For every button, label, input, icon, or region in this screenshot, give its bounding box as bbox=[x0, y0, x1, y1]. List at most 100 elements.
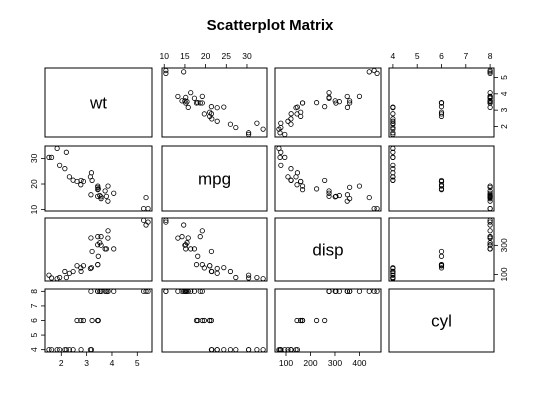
data-point-disp-vs-wt-6 bbox=[98, 234, 104, 240]
data-point-mpg-vs-wt-7 bbox=[88, 170, 95, 176]
right-tick-wt-3-label: 3 bbox=[499, 108, 509, 113]
tick-cyl-5-label: 5 bbox=[415, 51, 420, 61]
data-point-wt-vs-mpg-9 bbox=[199, 100, 205, 106]
data-point-cyl-vs-mpg-7 bbox=[221, 347, 227, 353]
left-tick-mpg-20-label: 20 bbox=[29, 179, 39, 189]
data-point-wt-vs-disp-28 bbox=[344, 104, 351, 110]
data-point-disp-vs-mpg-16 bbox=[181, 222, 187, 228]
data-point-mpg-vs-wt-9 bbox=[95, 183, 101, 189]
panel-frame bbox=[44, 67, 153, 138]
data-point-mpg-vs-wt-8 bbox=[87, 174, 94, 180]
data-point-mpg-vs-cyl-27 bbox=[390, 154, 396, 160]
data-point-mpg-vs-disp-11 bbox=[326, 190, 332, 196]
tick-wt-4-label: 4 bbox=[110, 358, 115, 368]
panel-disp-wt bbox=[44, 217, 153, 282]
data-point-mpg-vs-disp-13 bbox=[326, 193, 332, 199]
data-point-cyl-vs-mpg-15 bbox=[163, 288, 169, 294]
data-point-wt-vs-disp-14 bbox=[374, 70, 380, 77]
data-point-wt-vs-disp-15 bbox=[371, 67, 377, 74]
left-tick-cyl-5-label: 5 bbox=[29, 332, 39, 337]
data-point-mpg-vs-disp-8 bbox=[293, 174, 299, 180]
left-tick-cyl-6-label: 6 bbox=[29, 318, 39, 323]
tick-mpg-20-label: 20 bbox=[201, 51, 211, 61]
data-point-mpg-vs-wt-28 bbox=[88, 192, 94, 198]
data-point-wt-vs-disp-26 bbox=[288, 121, 294, 127]
data-point-cyl-vs-disp-19 bbox=[276, 347, 282, 353]
data-point-disp-vs-mpg-4 bbox=[197, 234, 203, 240]
data-point-disp-vs-cyl-30 bbox=[487, 242, 493, 248]
panel-mpg-disp bbox=[274, 145, 382, 212]
data-point-mpg-vs-disp-27 bbox=[282, 154, 288, 160]
panel-frame bbox=[161, 67, 268, 138]
right-axis-disp: 100 300 bbox=[494, 238, 509, 282]
data-point-disp-vs-mpg-29 bbox=[201, 265, 207, 271]
data-point-cyl-vs-wt-18 bbox=[48, 347, 55, 353]
left-axis-cyl: 4 5 6 7 8 bbox=[29, 289, 45, 352]
left-axis-mpg: 10 20 30 bbox=[29, 153, 45, 214]
data-point-cyl-vs-disp-10 bbox=[299, 317, 306, 324]
data-point-disp-vs-cyl-28 bbox=[487, 235, 493, 241]
panel-frame bbox=[274, 288, 382, 353]
data-point-mpg-vs-wt-13 bbox=[103, 193, 109, 199]
data-point-mpg-vs-wt-22 bbox=[95, 193, 101, 199]
data-point-wt-vs-disp-16 bbox=[366, 69, 372, 75]
data-point-wt-vs-mpg-27 bbox=[246, 131, 252, 138]
data-point-disp-vs-wt-7 bbox=[88, 265, 95, 271]
data-point-cyl-vs-wt-17 bbox=[63, 347, 69, 353]
data-point-mpg-vs-wt-6 bbox=[98, 196, 104, 202]
data-point-wt-vs-cyl-26 bbox=[390, 121, 396, 127]
data-point-disp-vs-wt-4 bbox=[95, 234, 101, 240]
data-point-wt-vs-mpg-2 bbox=[214, 118, 220, 124]
data-point-disp-vs-mpg-17 bbox=[254, 274, 260, 281]
right-tick-disp-300-label: 300 bbox=[499, 238, 509, 252]
data-point-cyl-vs-wt-22 bbox=[95, 288, 101, 294]
data-point-cyl-vs-mpg-24 bbox=[199, 288, 205, 294]
data-point-mpg-vs-wt-12 bbox=[102, 188, 108, 194]
data-point-mpg-vs-disp-26 bbox=[288, 166, 294, 172]
data-point-disp-vs-mpg-5 bbox=[195, 253, 201, 259]
data-point-mpg-vs-disp-12 bbox=[326, 188, 332, 194]
data-point-disp-vs-mpg-10 bbox=[193, 262, 200, 268]
data-point-cyl-vs-disp-14 bbox=[374, 288, 380, 294]
data-point-mpg-vs-disp-3 bbox=[322, 177, 328, 184]
data-point-mpg-vs-wt-27 bbox=[46, 154, 52, 160]
data-point-disp-vs-wt-0 bbox=[74, 263, 80, 269]
data-point-disp-vs-mpg-24 bbox=[199, 228, 205, 234]
data-point-cyl-vs-disp-13 bbox=[326, 288, 332, 294]
data-point-cyl-vs-wt-30 bbox=[98, 288, 104, 294]
bottom-axis-wt: 2 3 4 5 bbox=[59, 352, 140, 368]
data-point-mpg-vs-wt-31 bbox=[78, 177, 84, 184]
data-point-disp-vs-mpg-18 bbox=[246, 275, 252, 281]
data-point-wt-vs-disp-10 bbox=[299, 100, 306, 106]
data-point-cyl-vs-wt-16 bbox=[143, 288, 149, 294]
data-point-wt-vs-cyl-18 bbox=[390, 130, 396, 136]
data-point-disp-vs-mpg-12 bbox=[191, 246, 198, 252]
data-point-mpg-vs-disp-9 bbox=[299, 183, 306, 189]
data-point-mpg-vs-disp-28 bbox=[344, 192, 351, 198]
left-tick-mpg-10-label: 10 bbox=[29, 205, 39, 215]
tick-wt-2-label: 2 bbox=[59, 358, 64, 368]
data-point-wt-vs-mpg-23 bbox=[175, 93, 181, 100]
tick-mpg-25-label: 25 bbox=[222, 51, 232, 61]
data-point-wt-vs-cyl-31 bbox=[390, 111, 396, 117]
data-point-disp-vs-wt-10 bbox=[95, 262, 101, 268]
data-point-wt-vs-disp-3 bbox=[322, 104, 328, 110]
data-point-wt-vs-mpg-30 bbox=[182, 98, 188, 104]
data-point-cyl-vs-mpg-1 bbox=[207, 317, 213, 324]
data-point-cyl-vs-wt-24 bbox=[105, 288, 111, 294]
data-point-cyl-vs-disp-16 bbox=[366, 288, 372, 294]
data-point-mpg-vs-disp-15 bbox=[371, 205, 377, 212]
data-point-wt-vs-disp-11 bbox=[326, 90, 332, 96]
data-point-wt-vs-mpg-12 bbox=[191, 95, 198, 101]
data-point-wt-vs-disp-31 bbox=[288, 111, 294, 117]
data-point-mpg-vs-cyl-25 bbox=[390, 162, 396, 168]
data-point-disp-vs-cyl-29 bbox=[438, 265, 445, 271]
data-point-disp-vs-wt-20 bbox=[70, 268, 76, 275]
data-point-cyl-vs-wt-31 bbox=[78, 347, 84, 353]
data-point-wt-vs-disp-4 bbox=[347, 100, 353, 106]
data-point-mpg-vs-disp-30 bbox=[332, 194, 338, 200]
data-point-disp-vs-wt-13 bbox=[103, 246, 109, 252]
data-point-mpg-vs-cyl-17 bbox=[390, 149, 396, 155]
variable-label-disp: disp bbox=[312, 241, 343, 260]
tick-disp-400-label: 400 bbox=[352, 358, 366, 368]
